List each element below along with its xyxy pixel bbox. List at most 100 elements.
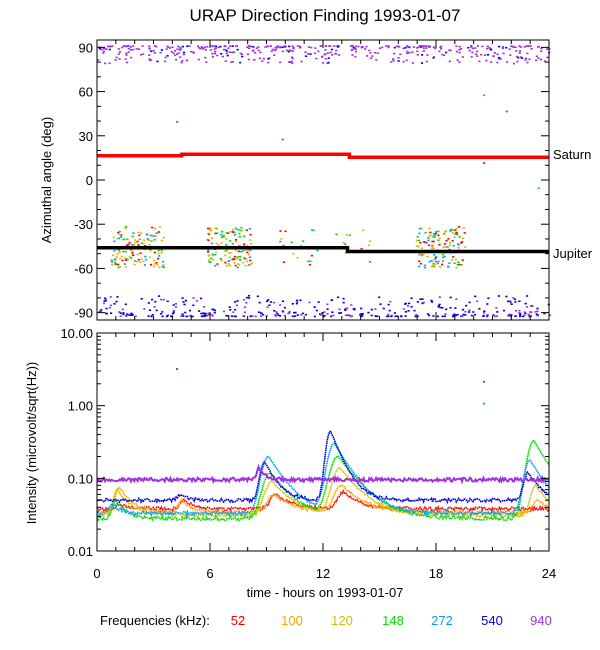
scatter-point-top: [201, 47, 204, 49]
scatter-point-cluster: [419, 241, 422, 244]
scatter-point-cluster: [110, 264, 114, 266]
scatter-point-top: [376, 52, 379, 54]
scatter-point-bottom: [192, 297, 195, 299]
scatter-point-top: [524, 59, 527, 61]
scatter-point-cluster: [245, 229, 248, 231]
scatter-point-top: [411, 51, 414, 53]
scatter-point-bottom: [130, 312, 133, 315]
scatter-point-bottom: [225, 314, 228, 317]
scatter-point-bottom: [313, 315, 316, 318]
scatter-point-cluster: [215, 251, 218, 254]
scatter-point-cluster: [420, 247, 423, 249]
scatter-point-bottom: [181, 297, 184, 299]
scatter-point-cluster: [418, 239, 421, 242]
scatter-point-cluster: [131, 235, 134, 238]
scatter-point-cluster: [160, 239, 163, 242]
scatter-point-top: [117, 48, 120, 50]
scatter-point-cluster: [432, 247, 435, 250]
scatter-point-cluster: [128, 241, 131, 244]
scatter-point-top: [173, 50, 177, 52]
scatter-point-bottom: [236, 300, 239, 302]
scatter-point-cluster: [208, 227, 211, 230]
scatter-point-bottom: [524, 302, 527, 305]
scatter-point-isolated: [176, 121, 179, 123]
scatter-point-cluster: [238, 232, 241, 235]
scatter-point-bottom: [105, 307, 108, 310]
scatter-point-cluster: [220, 236, 223, 238]
scatter-point-top: [118, 58, 121, 60]
scatter-point-top: [546, 56, 549, 59]
scatter-point-top: [246, 53, 249, 56]
scatter-point-cluster: [428, 260, 431, 263]
scatter-point-bottom: [204, 312, 207, 315]
scatter-point-cluster: [424, 241, 427, 244]
scatter-point-top: [115, 56, 118, 59]
scatter-point-bottom: [267, 299, 270, 301]
scatter-point-top: [354, 55, 357, 58]
scatter-point-bottom: [468, 309, 471, 311]
scatter-point-bottom: [319, 314, 322, 316]
scatter-point-cluster: [242, 250, 245, 252]
scatter-point-top: [540, 50, 543, 53]
scatter-point-top: [412, 46, 415, 48]
scatter-point-bottom: [483, 310, 486, 312]
scatter-point-top: [291, 45, 294, 47]
scatter-point-top: [267, 58, 270, 60]
scatter-point-cluster: [119, 266, 122, 268]
scatter-point-top: [360, 46, 364, 48]
scatter-point-bottom: [530, 305, 533, 307]
scatter-point-cluster: [432, 240, 435, 243]
scatter-point-bottom: [172, 311, 175, 314]
scatter-point-bottom: [439, 306, 442, 309]
scatter-point-top: [516, 60, 519, 63]
scatter-point-bottom: [98, 310, 101, 313]
scatter-point-bottom: [344, 314, 348, 316]
scatter-point-bottom: [288, 311, 291, 313]
scatter-point-top: [399, 53, 402, 56]
scatter-point-bottom: [464, 314, 467, 316]
scatter-point-top: [416, 54, 419, 56]
scatter-point-top: [198, 47, 201, 49]
scatter-point-cluster: [432, 264, 435, 266]
scatter-point-top: [228, 51, 231, 53]
scatter-point-cluster: [162, 264, 165, 266]
scatter-point-bottom: [211, 308, 214, 311]
scatter-point-bottom: [514, 310, 517, 312]
scatter-point-top: [132, 45, 135, 47]
scatter-point-bottom: [268, 304, 271, 306]
scatter-point-top: [535, 55, 538, 58]
scatter-point-bottom: [207, 312, 210, 315]
scatter-point-bottom: [344, 309, 347, 311]
scatter-point-bottom: [211, 315, 214, 317]
scatter-point-bottom: [140, 298, 143, 300]
scatter-point-top: [259, 51, 262, 54]
scatter-point-cluster: [148, 256, 151, 258]
scatter-point-bottom: [528, 315, 531, 318]
scatter-point-bottom: [161, 315, 164, 318]
scatter-point-cluster: [240, 226, 243, 229]
scatter-point-bottom: [300, 314, 303, 316]
scatter-point-bottom: [128, 314, 131, 316]
scatter-point-bottom: [260, 312, 263, 314]
scatter-point-bottom: [256, 295, 259, 298]
scatter-point-cluster: [427, 236, 430, 239]
scatter-point-bottom: [155, 309, 158, 312]
scatter-point-top: [405, 59, 408, 62]
scatter-point-cluster: [117, 266, 120, 269]
scatter-point-cluster: [227, 260, 231, 262]
scatter-point-bottom: [495, 307, 498, 309]
scatter-point-cluster: [143, 264, 146, 266]
scatter-point-cluster: [456, 264, 459, 266]
scatter-point-cluster: [431, 244, 434, 247]
scatter-point-top: [288, 45, 291, 48]
scatter-point-cluster: [438, 243, 441, 246]
scatter-point-top: [274, 46, 277, 49]
scatter-point-top: [402, 47, 405, 50]
scatter-point-top: [349, 45, 353, 47]
scatter-point-top: [261, 60, 264, 62]
scatter-point-cluster: [284, 230, 287, 233]
scatter-point-top: [512, 62, 516, 65]
scatter-point-bottom: [509, 300, 512, 303]
scatter-point-cluster: [248, 256, 251, 259]
scatter-point-cluster: [279, 240, 282, 243]
